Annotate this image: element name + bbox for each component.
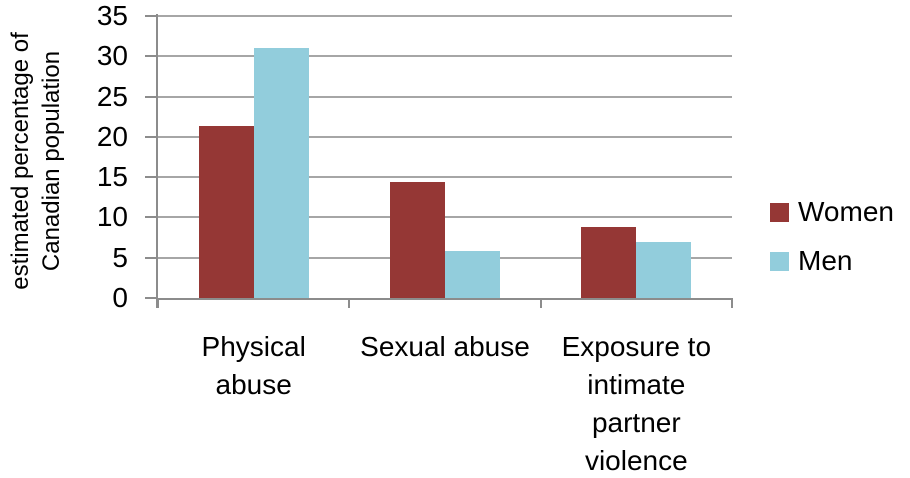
legend-item-women: Women (770, 196, 894, 227)
men-bar (445, 251, 500, 298)
x-axis-line (156, 298, 732, 300)
gridline (158, 55, 732, 58)
y-tick-label: 20 (96, 120, 128, 152)
legend-label-men: Men (798, 245, 853, 276)
women-bar (198, 126, 254, 298)
y-tick-mark (145, 135, 158, 138)
gridline (158, 216, 732, 219)
y-axis-line (156, 14, 158, 308)
legend-label-women: Women (798, 196, 894, 227)
women-bar (390, 181, 445, 298)
x-tick-mark (539, 298, 542, 308)
x-tick-mark (731, 298, 733, 308)
gridline (158, 95, 732, 98)
y-axis-title-line-1: estimated percentage of (7, 32, 34, 290)
y-tick-mark (145, 216, 158, 219)
men-bar (253, 48, 309, 298)
x-category-label: Physical abuse (201, 331, 306, 400)
y-tick-mark (145, 256, 158, 259)
y-tick-mark (145, 297, 158, 299)
y-tick-mark (145, 176, 158, 179)
x-tick-mark (157, 298, 159, 308)
y-tick-label: 35 (96, 0, 128, 31)
x-category-label: Sexual abuse (360, 331, 530, 362)
y-tick-mark (145, 15, 158, 17)
y-tick-label: 10 (96, 201, 128, 233)
y-tick-mark (145, 95, 158, 98)
legend: Women Men (770, 196, 894, 298)
y-tick-label: 30 (96, 40, 128, 72)
gridline (158, 15, 732, 17)
y-tick-label: 0 (112, 282, 128, 313)
men-bar (636, 242, 692, 298)
legend-item-men: Men (770, 245, 894, 276)
plot-area (158, 15, 732, 298)
women-series-swatch (770, 202, 789, 222)
y-tick-mark (145, 55, 158, 58)
y-tick-label: 5 (112, 241, 128, 273)
gridline (158, 135, 732, 138)
men-series-swatch (770, 251, 789, 271)
y-tick-label: 25 (96, 80, 128, 112)
gridline (158, 176, 732, 179)
y-tick-label: 15 (96, 161, 128, 193)
x-tick-mark (348, 298, 351, 308)
women-bar (581, 227, 637, 298)
x-category-label: Exposure to intimate partner violence (561, 331, 712, 476)
